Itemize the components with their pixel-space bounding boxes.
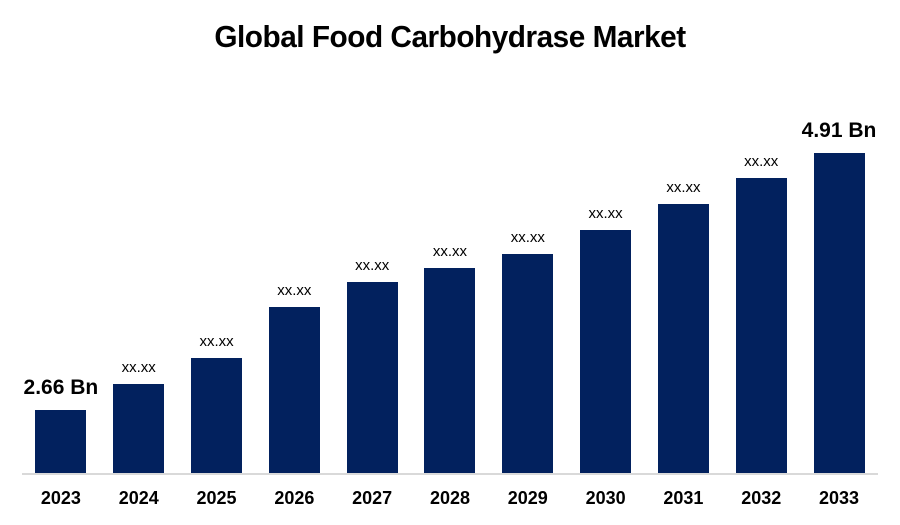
x-tick-2029: 2029: [507, 488, 548, 508]
x-tick-2032: 2032: [741, 488, 782, 508]
bar-column-2026: xx.xx: [255, 283, 333, 473]
bar-chart: 2.66 Bn xx.xx xx.xx xx.xx xx.xx xx.xx xx.xx xx.…: [22, 0, 878, 509]
x-axis-line: [22, 473, 878, 475]
bar-value-label-2033: 4.91 Bn: [801, 119, 877, 142]
bars-area: 2.66 Bn xx.xx xx.xx xx.xx xx.xx xx.xx xx.xx xx.…: [22, 0, 878, 473]
chart-title: Global Food Carbohydrase Market: [214, 19, 686, 54]
bar-2027: [346, 282, 398, 473]
bar-2024: [113, 384, 165, 473]
bar-value-label-2023: 2.66 Bn: [23, 376, 99, 399]
bar-value-label-2024: xx.xx: [121, 359, 156, 376]
bar-column-2023: 2.66 Bn: [22, 377, 100, 473]
x-tick-2024: 2024: [118, 488, 159, 508]
bar-value-label-2029: xx.xx: [510, 229, 545, 246]
bar-2033: [813, 153, 865, 473]
bar-column-2027: xx.xx: [333, 258, 411, 473]
bar-column-2024: xx.xx: [100, 360, 178, 473]
bar-column-2030: xx.xx: [567, 206, 645, 473]
bar-value-label-2028: xx.xx: [432, 243, 468, 260]
bar-value-label-2026: xx.xx: [277, 282, 312, 299]
x-axis-labels: 2023 2024 2025 2026 2027 2028 2029 2030 2031 2032…: [22, 475, 878, 509]
bar-2032: [735, 178, 787, 473]
bar-column-2028: xx.xx: [411, 244, 489, 473]
x-tick-2033: 2033: [819, 488, 860, 508]
bar-column-2032: xx.xx: [722, 154, 800, 473]
bar-2025: [191, 358, 243, 473]
x-tick-2023: 2023: [40, 488, 81, 508]
bar-column-2025: xx.xx: [178, 334, 256, 473]
bar-value-label-2027: xx.xx: [355, 257, 390, 274]
bar-2026: [268, 307, 320, 473]
x-tick-2025: 2025: [196, 488, 237, 508]
bar-column-2033: 4.91 Bn: [800, 120, 878, 473]
x-tick-2026: 2026: [274, 488, 315, 508]
bar-2029: [502, 254, 554, 473]
bar-2031: [657, 204, 709, 473]
bar-value-label-2030: xx.xx: [588, 205, 623, 222]
x-tick-2030: 2030: [585, 488, 626, 508]
bar-2028: [424, 268, 476, 473]
bar-value-label-2031: xx.xx: [666, 179, 701, 196]
bar-value-label-2032: xx.xx: [744, 153, 779, 170]
x-tick-2031: 2031: [663, 488, 704, 508]
x-tick-2027: 2027: [352, 488, 393, 508]
bar-2030: [580, 230, 632, 473]
bar-column-2031: xx.xx: [645, 180, 723, 473]
bar-2023: [35, 410, 87, 473]
x-tick-2028: 2028: [429, 488, 470, 508]
bar-column-2029: xx.xx: [489, 230, 567, 473]
bar-value-label-2025: xx.xx: [199, 333, 234, 350]
